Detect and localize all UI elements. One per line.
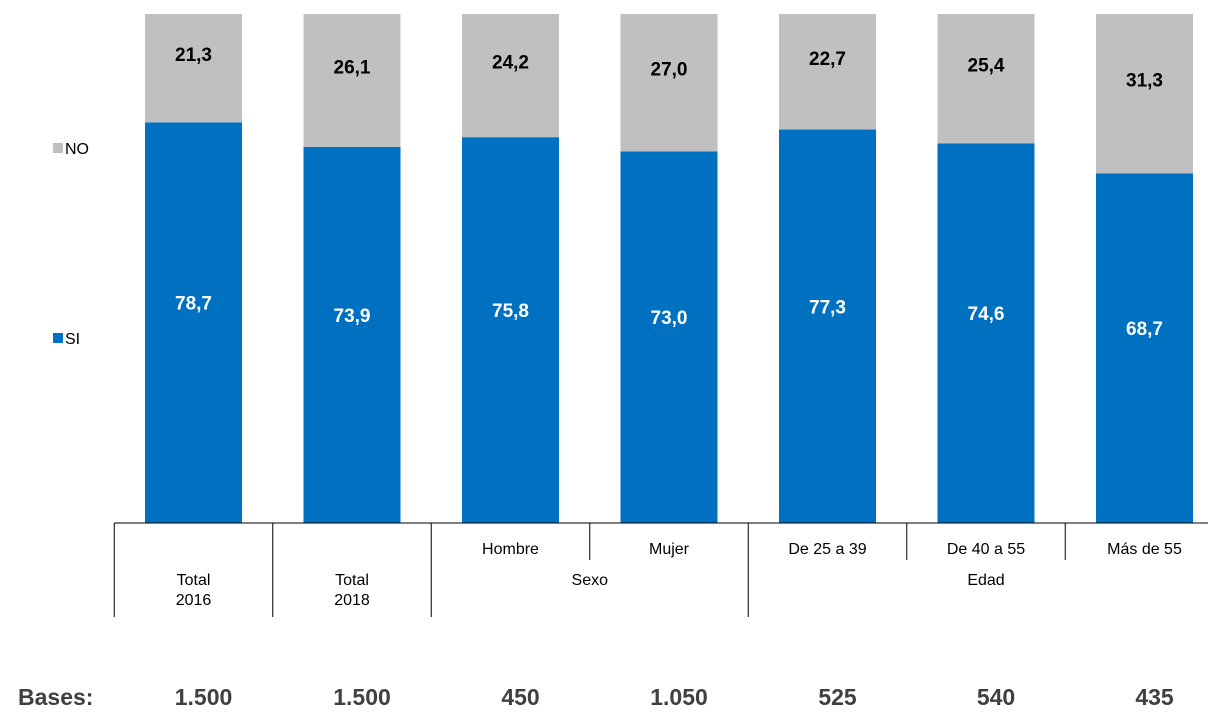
bar-no-4: [779, 14, 876, 130]
bar-si-1: [303, 146, 401, 523]
bar-no-5: [937, 14, 1035, 144]
label-no-0: 21,3: [175, 45, 212, 66]
group-label-0-1: 2016: [176, 592, 212, 609]
group-label-1-0: Total: [335, 572, 369, 589]
base-value-0: 1.500: [175, 684, 233, 710]
bar-si-3: [620, 151, 718, 523]
label-si-3: 73,0: [651, 308, 688, 329]
label-si-4: 77,3: [809, 297, 846, 318]
bar-no-1: [303, 14, 401, 147]
bar-si-0: [145, 122, 242, 524]
bar-si-5: [937, 143, 1035, 523]
legend-label-no: NO: [65, 141, 89, 158]
base-value-3: 1.050: [650, 684, 708, 710]
label-si-5: 74,6: [968, 304, 1005, 325]
bar-si-2: [462, 137, 559, 524]
label-no-4: 22,7: [809, 49, 846, 70]
bases-label: Bases:: [18, 684, 93, 710]
label-no-5: 25,4: [968, 56, 1005, 77]
category-label-6: Más de 55: [1107, 541, 1182, 558]
group-label-1-1: 2018: [334, 592, 370, 609]
base-value-1: 1.500: [333, 684, 391, 710]
legend: SI NO: [53, 141, 89, 348]
label-si-2: 75,8: [492, 301, 529, 322]
label-si-0: 78,7: [175, 294, 212, 315]
group-label-2-0: Sexo: [572, 572, 609, 589]
group-label-3-0: Edad: [967, 572, 1004, 589]
category-label-3: Mujer: [649, 541, 690, 558]
label-no-6: 31,3: [1126, 71, 1163, 92]
label-si-6: 68,7: [1126, 319, 1163, 340]
base-value-2: 450: [501, 684, 539, 710]
legend-label-si: SI: [65, 331, 80, 348]
bar-si-6: [1096, 173, 1193, 523]
bar-si-4: [779, 129, 876, 523]
category-label-2: Hombre: [482, 541, 539, 558]
base-value-6: 435: [1135, 684, 1174, 710]
bar-no-3: [620, 14, 718, 152]
bases-row: Bases: 1.500 1.500 450 1.050 525 540 435: [18, 684, 1174, 710]
bar-no-0: [145, 14, 242, 123]
bar-no-2: [462, 14, 559, 138]
category-axis-table: Hombre Mujer De 25 a 39 De 40 a 55 Más de 55…: [113, 522, 1208, 617]
label-no-2: 24,2: [492, 53, 529, 74]
group-label-0-0: Total: [177, 572, 211, 589]
label-si-1: 73,9: [334, 306, 371, 327]
bar-no-6: [1096, 14, 1193, 174]
legend-swatch-no: [53, 143, 63, 153]
label-no-1: 26,1: [334, 57, 371, 78]
category-label-4: De 25 a 39: [788, 541, 866, 558]
category-label-5: De 40 a 55: [947, 541, 1025, 558]
base-value-4: 525: [818, 684, 857, 710]
legend-swatch-si: [53, 333, 63, 343]
bars-layer: 78,7 21,3 73,9 26,1 75,8 24,2 73,0 27,0 77,3 22,7…: [145, 14, 1193, 524]
label-no-3: 27,0: [651, 60, 688, 81]
base-value-5: 540: [977, 684, 1015, 710]
